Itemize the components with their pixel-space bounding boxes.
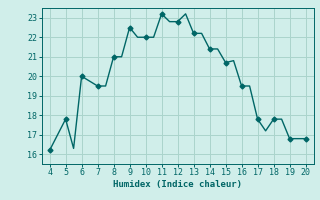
X-axis label: Humidex (Indice chaleur): Humidex (Indice chaleur) — [113, 180, 242, 189]
